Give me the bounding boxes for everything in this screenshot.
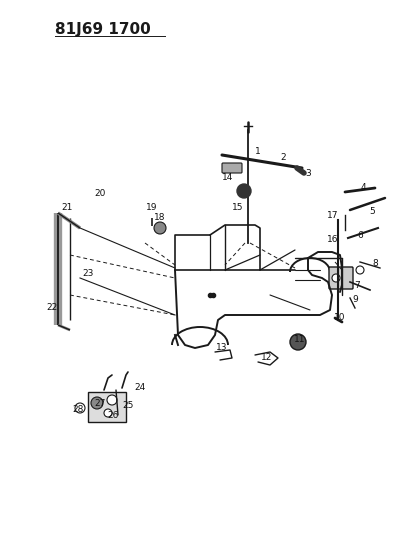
Text: 23: 23 <box>82 269 94 278</box>
Text: 24: 24 <box>134 384 146 392</box>
Text: 4: 4 <box>360 183 366 192</box>
Text: 3: 3 <box>305 168 311 177</box>
Text: 26: 26 <box>107 410 119 419</box>
Text: 21: 21 <box>61 203 73 212</box>
Text: 25: 25 <box>122 400 134 409</box>
Text: 16: 16 <box>327 236 339 245</box>
Text: 27: 27 <box>94 399 106 408</box>
Text: 7: 7 <box>354 280 360 289</box>
Text: 5: 5 <box>369 207 375 216</box>
Text: 2: 2 <box>280 154 286 163</box>
Bar <box>88 392 126 422</box>
Circle shape <box>107 395 117 405</box>
Circle shape <box>91 397 103 409</box>
Text: 18: 18 <box>154 214 166 222</box>
Text: 14: 14 <box>222 174 234 182</box>
Text: 6: 6 <box>357 231 363 240</box>
FancyBboxPatch shape <box>222 163 242 173</box>
Circle shape <box>237 184 251 198</box>
Circle shape <box>332 274 340 282</box>
Text: 19: 19 <box>146 204 158 213</box>
Text: 17: 17 <box>327 211 339 220</box>
Text: 10: 10 <box>334 313 346 322</box>
Text: 81J69 1700: 81J69 1700 <box>55 22 151 37</box>
Text: 8: 8 <box>372 260 378 269</box>
Text: 11: 11 <box>294 335 306 344</box>
Text: 15: 15 <box>232 204 244 213</box>
FancyBboxPatch shape <box>329 267 353 289</box>
Circle shape <box>290 334 306 350</box>
Text: 1: 1 <box>255 148 261 157</box>
Text: 28: 28 <box>72 406 84 415</box>
Circle shape <box>356 266 364 274</box>
Text: 20: 20 <box>94 189 106 198</box>
Circle shape <box>154 222 166 234</box>
Circle shape <box>104 409 112 417</box>
Text: 9: 9 <box>352 295 358 304</box>
Text: 12: 12 <box>261 353 273 362</box>
Circle shape <box>75 403 85 413</box>
Text: 13: 13 <box>216 343 228 352</box>
Text: 22: 22 <box>46 303 58 312</box>
